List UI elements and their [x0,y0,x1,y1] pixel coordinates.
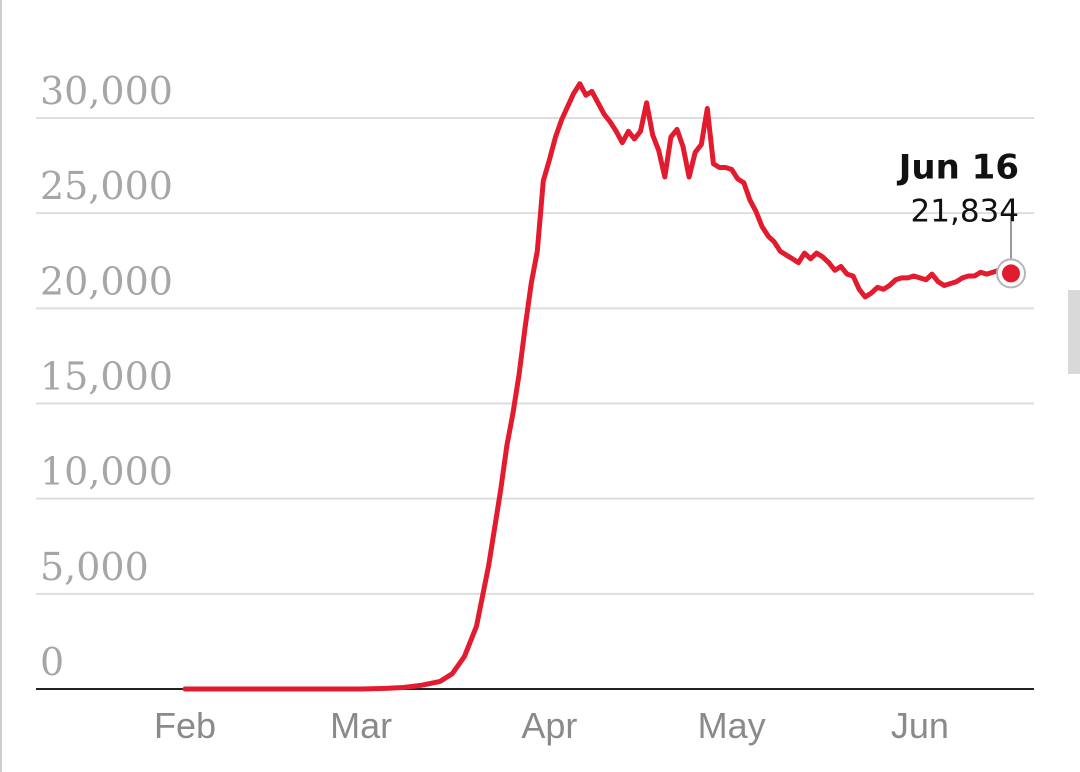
x-tick-label: Apr [521,705,577,746]
y-tick-label: 15,000 [40,355,173,399]
y-tick-label: 20,000 [40,259,173,303]
x-tick-label: Mar [330,705,392,746]
y-tick-label: 25,000 [40,164,173,208]
y-tick-label: 0 [40,640,64,684]
x-tick-label: May [698,705,766,746]
y-axis-tick-labels: 0 5,000 10,000 15,000 20,000 25,000 30,000 [40,69,173,684]
x-axis-tick-labels: Feb Mar Apr May Jun [154,705,949,746]
x-tick-label: Feb [154,705,216,746]
y-tick-label: 30,000 [40,69,173,113]
y-tick-label: 10,000 [40,450,173,494]
x-tick-label: Jun [891,705,949,746]
annotation-value-label: 21,834 [911,193,1019,229]
annotation-point [1002,264,1020,283]
gridlines [36,117,1034,595]
series-line [182,81,1014,692]
annotation-date-label: Jun 16 [897,147,1019,187]
left-edge-rule [0,0,2,772]
y-tick-label: 5,000 [40,545,149,589]
scroll-edge-indicator [1068,290,1080,374]
